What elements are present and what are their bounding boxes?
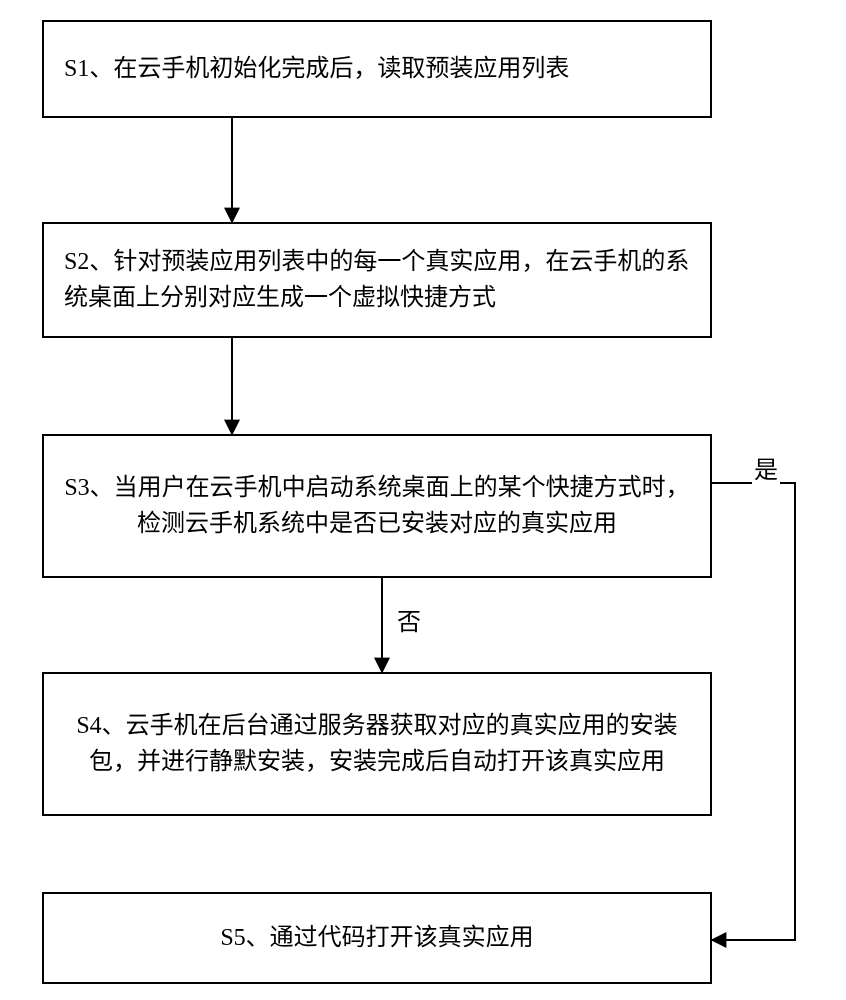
node-s1: S1、在云手机初始化完成后，读取预装应用列表: [42, 20, 712, 118]
node-s5: S5、通过代码打开该真实应用: [42, 892, 712, 984]
node-s2-text: S2、针对预装应用列表中的每一个真实应用，在云手机的系统桌面上分别对应生成一个虚…: [64, 244, 690, 316]
node-s2: S2、针对预装应用列表中的每一个真实应用，在云手机的系统桌面上分别对应生成一个虚…: [42, 222, 712, 338]
flowchart-canvas: S1、在云手机初始化完成后，读取预装应用列表 S2、针对预装应用列表中的每一个真…: [0, 0, 846, 1000]
node-s3-text: S3、当用户在云手机中启动系统桌面上的某个快捷方式时，检测云手机系统中是否已安装…: [64, 470, 690, 542]
edge-s3-s5: [712, 483, 795, 940]
node-s5-text: S5、通过代码打开该真实应用: [220, 920, 533, 956]
node-s3: S3、当用户在云手机中启动系统桌面上的某个快捷方式时，检测云手机系统中是否已安装…: [42, 434, 712, 578]
node-s4-text: S4、云手机在后台通过服务器获取对应的真实应用的安装包，并进行静默安装，安装完成…: [64, 708, 690, 780]
node-s1-text: S1、在云手机初始化完成后，读取预装应用列表: [64, 51, 569, 87]
node-s4: S4、云手机在后台通过服务器获取对应的真实应用的安装包，并进行静默安装，安装完成…: [42, 672, 712, 816]
edge-label-3: 是: [752, 450, 780, 485]
edge-label-2: 否: [395, 602, 423, 637]
